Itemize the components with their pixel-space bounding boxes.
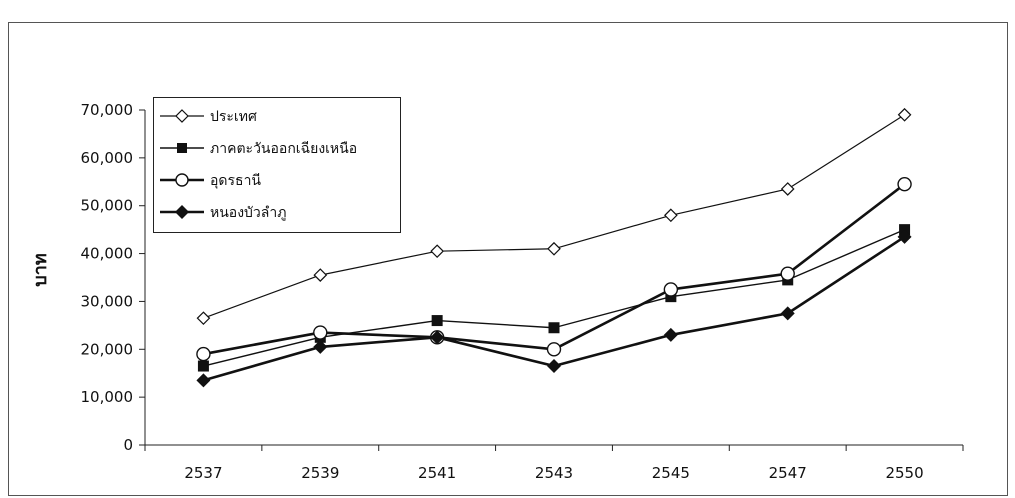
data-point-series-3: [663, 282, 679, 297]
data-point-series-4: [547, 359, 561, 374]
series-line-4: [203, 235, 906, 382]
y-tick-label: 70,000: [81, 101, 134, 119]
data-point-series-2: [197, 360, 209, 372]
x-tick-label: 2550: [885, 464, 923, 482]
legend-label: ภาคตะวันออกเฉียงเหนือ: [210, 141, 358, 157]
legend-label: หนองบัวลำภู: [210, 205, 287, 221]
data-point-series-1: [313, 268, 328, 282]
y-tick-label: 60,000: [81, 149, 134, 167]
data-point-series-4: [430, 330, 445, 345]
legend-swatch-diamond-open-icon: [160, 109, 204, 123]
y-axis-title: บาท: [30, 253, 51, 286]
data-point-series-2: [899, 224, 911, 236]
y-tick-label: 20,000: [81, 340, 134, 358]
data-point-series-3: [313, 325, 328, 340]
data-point-series-4: [313, 339, 328, 354]
data-point-series-2: [548, 322, 560, 334]
y-tick-label: 50,000: [81, 197, 134, 215]
chart-series-layer: [196, 107, 912, 388]
legend-entry-thailand: ประเทศ: [154, 102, 400, 130]
data-point-series-1: [430, 244, 444, 259]
y-tick-label: 30,000: [81, 292, 134, 310]
x-tick-label: 2547: [769, 464, 807, 482]
legend-label: อุดรธานี: [210, 173, 261, 189]
x-tick-label: 2545: [652, 464, 690, 482]
y-tick-label: 0: [123, 436, 133, 454]
y-tick-label: 40,000: [81, 245, 134, 263]
data-point-series-2: [431, 315, 443, 327]
chart-axes: 0 10,000 20,000 30,000 40,000 50,000 60,000 70,…: [81, 101, 964, 482]
data-point-series-4: [897, 229, 912, 244]
data-point-series-3: [196, 346, 211, 362]
data-point-series-3: [546, 342, 562, 357]
data-point-series-4: [663, 327, 678, 342]
legend-entry-northeast: ภาคตะวันออกเฉียงเหนือ: [154, 134, 400, 162]
data-point-series-4: [196, 373, 211, 388]
x-tick-label: 2539: [301, 464, 339, 482]
legend-swatch-square-filled-icon: [160, 143, 204, 153]
data-point-series-3: [897, 176, 912, 192]
chart-legend: ประเทศ ภาคตะวันออกเฉียงเหนือ อุดรธานี หน…: [153, 97, 401, 233]
data-point-series-3: [780, 266, 795, 281]
legend-swatch-diamond-filled-icon: [160, 205, 204, 219]
legend-swatch-circle-open-icon: [160, 173, 204, 187]
legend-label: ประเทศ: [210, 109, 257, 125]
x-tick-label: 2541: [418, 464, 456, 482]
x-tick-label: 2543: [535, 464, 573, 482]
data-point-series-1: [547, 241, 561, 256]
data-point-series-1: [664, 208, 678, 223]
data-point-series-1: [196, 311, 211, 326]
data-point-series-1: [897, 107, 912, 122]
x-tick-label: 2537: [184, 464, 222, 482]
legend-entry-nong-bua-lamphu: หนองบัวลำภู: [154, 198, 400, 226]
y-tick-label: 10,000: [81, 388, 134, 406]
data-point-series-1: [780, 182, 795, 196]
legend-entry-udon-thani: อุดรธานี: [154, 166, 400, 194]
data-point-series-4: [780, 306, 795, 321]
